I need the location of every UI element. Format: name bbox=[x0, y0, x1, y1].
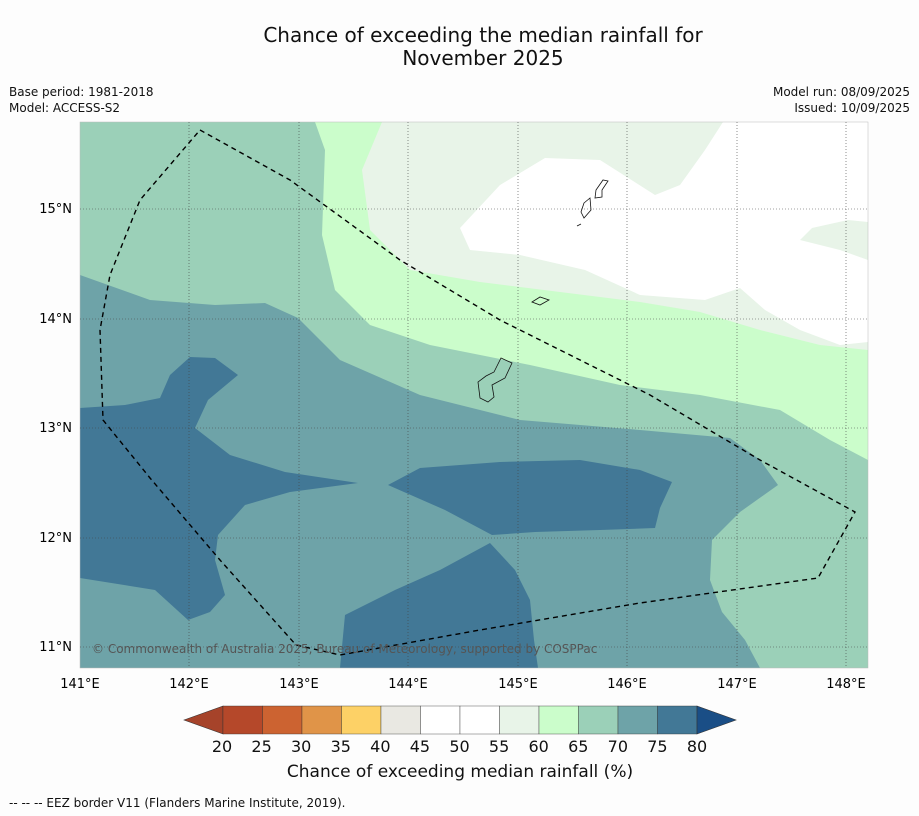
latitude-labels: 15°N 14°N 13°N 12°N 11°N bbox=[39, 202, 72, 655]
lat-label: 12°N bbox=[39, 531, 72, 546]
colorbar-cell bbox=[459, 705, 500, 735]
meta-right: Model run: 08/09/2025 Issued: 10/09/2025 bbox=[773, 84, 910, 116]
islands bbox=[477, 179, 609, 403]
colorbar-tick-label: 80 bbox=[686, 737, 708, 756]
lon-label: 148°E bbox=[826, 677, 866, 692]
lon-label: 142°E bbox=[169, 677, 209, 692]
guam-island bbox=[477, 357, 513, 403]
base-period: Base period: 1981-2018 bbox=[9, 85, 154, 99]
longitude-labels: 141°E 142°E 143°E 144°E 145°E 146°E 147°… bbox=[60, 677, 866, 692]
colorbar-tick-label: 70 bbox=[607, 737, 628, 756]
saipan-island bbox=[594, 179, 609, 199]
lon-label: 147°E bbox=[717, 677, 757, 692]
colorbar-tick-label: 55 bbox=[488, 737, 510, 756]
eez-legend-note: -- -- -- EEZ border V11 (Flanders Marine… bbox=[9, 796, 346, 810]
lon-label: 145°E bbox=[498, 677, 538, 692]
copyright-text: © Commonwealth of Australia 2025, Bureau… bbox=[92, 642, 597, 656]
lat-label: 13°N bbox=[39, 421, 72, 436]
model-run: Model run: 08/09/2025 bbox=[772, 85, 910, 99]
colorbar-tick-label: 65 bbox=[568, 737, 589, 756]
colorbar-tick-label: 30 bbox=[290, 737, 312, 756]
gridlines bbox=[80, 122, 868, 668]
issued-date: Issued: 10/09/2025 bbox=[794, 101, 910, 115]
tinian-island bbox=[580, 197, 592, 219]
colorbar bbox=[183, 705, 737, 735]
colorbar-tick-label: 60 bbox=[528, 737, 549, 756]
colorbar-cell bbox=[380, 705, 421, 735]
meta-left: Base period: 1981-2018 Model: ACCESS-S2 bbox=[9, 84, 154, 116]
contour-75-80-south bbox=[340, 543, 538, 668]
lon-label: 146°E bbox=[607, 677, 647, 692]
colorbar-cell bbox=[420, 705, 461, 735]
lon-label: 144°E bbox=[388, 677, 428, 692]
map-title-line2: November 2025 bbox=[402, 46, 564, 70]
aguijan-island bbox=[576, 223, 582, 227]
lat-label: 15°N bbox=[39, 202, 72, 217]
rota-island bbox=[531, 296, 550, 306]
colorbar-cell bbox=[538, 705, 579, 735]
colorbar-tick-label: 40 bbox=[370, 737, 391, 756]
colorbar-tick-label: 75 bbox=[647, 737, 668, 756]
model-name: Model: ACCESS-S2 bbox=[9, 101, 121, 115]
contour-75-80-center bbox=[388, 460, 672, 535]
colorbar-cell bbox=[262, 705, 303, 735]
colorbar-cell bbox=[578, 705, 619, 735]
map-title-line1: Chance of exceeding the median rainfall … bbox=[263, 23, 703, 47]
colorbar-cell bbox=[301, 705, 342, 735]
colorbar-tick-label: 35 bbox=[330, 737, 351, 756]
contour-75-80-west bbox=[80, 357, 358, 620]
colorbar-tick-label: 20 bbox=[211, 737, 233, 756]
colorbar-cell bbox=[341, 705, 382, 735]
map-frame bbox=[79, 121, 869, 669]
contour-50-55 bbox=[460, 122, 868, 345]
lat-label: 14°N bbox=[39, 312, 72, 327]
lon-label: 143°E bbox=[279, 677, 319, 692]
eez-border bbox=[99, 129, 856, 656]
colorbar-title: Chance of exceeding median rainfall (%) bbox=[286, 762, 634, 782]
colorbar-cell bbox=[499, 705, 540, 735]
colorbar-tick-label: 25 bbox=[251, 737, 272, 756]
colorbar-cell bbox=[222, 705, 263, 735]
colorbar-cells bbox=[222, 705, 698, 735]
contour-fills bbox=[80, 122, 868, 668]
colorbar-over-arrow bbox=[696, 705, 737, 735]
colorbar-cell bbox=[617, 705, 658, 735]
colorbar-tick-label: 50 bbox=[449, 737, 470, 756]
lon-label: 141°E bbox=[60, 677, 100, 692]
lat-label: 11°N bbox=[39, 640, 72, 655]
colorbar-under-arrow bbox=[183, 705, 224, 735]
colorbar-cell bbox=[657, 705, 698, 735]
colorbar-tick-label: 45 bbox=[409, 737, 431, 756]
